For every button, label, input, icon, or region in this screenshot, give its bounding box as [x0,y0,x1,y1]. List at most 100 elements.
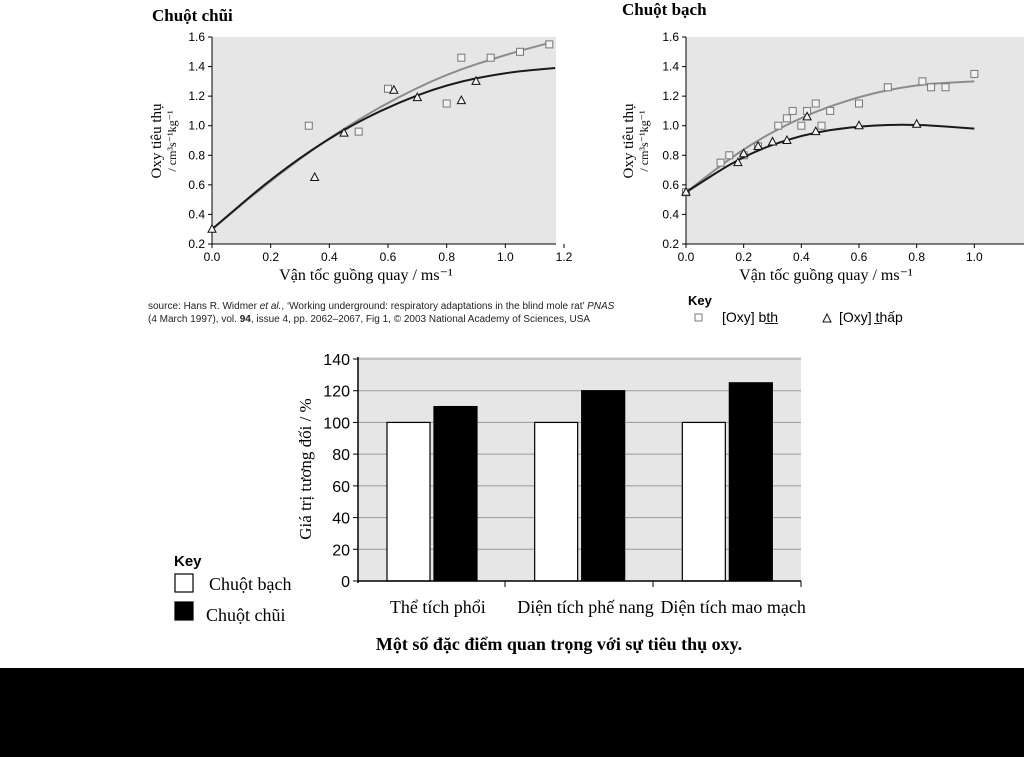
mole-square-point [354,127,363,136]
rat-x-tick-label: 0.4 [793,250,810,264]
rat-square-point [716,158,725,167]
bar-white-rat [681,421,726,582]
rat-square-point [811,99,820,108]
mole-fit-curve-triangle [211,67,556,230]
rat-x-tick-label: 1.0 [966,250,983,264]
mole-x-tick-label: 0.0 [204,250,221,264]
bar-chart-caption: Một số đặc điểm quan trọng với sự tiêu t… [376,634,742,654]
scatter-key: Key [Oxy] bt̲h̲ [Oxy] t̲hấp [688,293,903,325]
rat-y-label-line1: Oxy tiêu thụ [621,103,637,178]
rat-fit-curve-square [685,80,975,194]
rat-square-point [774,121,783,130]
bar-y-tick-label: 120 [323,384,350,401]
rat-y-tick-label: 0.8 [662,148,679,162]
mole-x-tick-label: 0.8 [438,250,455,264]
mole-y-tick-label: 0.8 [188,148,205,162]
bar-category-label: Diện tích phế nang [517,597,653,617]
mole-triangle-point [412,92,423,102]
rat-y-tick-label: 1.0 [662,119,679,133]
source-line-2: (4 March 1997), vol. 94, issue 4, pp. 20… [148,314,590,325]
mole-square-point [304,121,313,130]
mole-triangle-point [309,171,320,181]
rat-y-label-line2: / cm³s⁻¹kg⁻¹ [637,110,651,172]
bar-white-rat [386,421,431,582]
rat-square-point [725,151,734,160]
rat-square-point [941,83,950,92]
bar-key-white-label: Chuột bạch [209,574,292,594]
bar-plot-area [358,357,801,581]
bar-y-tick-label: 60 [332,479,350,496]
rat-triangle-point [802,111,812,121]
rat-x-tick-label: 0.0 [678,250,695,264]
mole-x-tick-label: 0.4 [321,250,338,264]
scatter-key-low-label: [Oxy] t̲hấp [839,309,903,325]
mole-square-point [486,53,495,62]
rat-square-point [918,77,927,86]
mole-y-tick-label: 1.4 [188,60,205,74]
rat-x-ticks: 0.0 0.2 0.4 0.6 0.8 1.0 [678,244,983,264]
rat-triangle-point [767,136,778,146]
white-rat-scatter-chart: Chuột bạch 0.20.40.60.81.01.21.41.6 0.0 0… [621,0,1024,284]
mole-y-tick-label: 1.6 [188,30,205,44]
mole-x-tick-label: 0.2 [262,250,279,264]
bar-y-tick-label: 140 [323,352,350,369]
black-swatch-icon [174,601,194,621]
rat-y-ticks: 0.2 0.4 0.6 0.8 1.0 1.2 1.4 1.6 [662,30,686,251]
rat-y-tick-label: 1.6 [662,30,679,44]
bar-grid-lines [358,358,801,550]
bottom-black-band [0,668,1024,757]
mole-square-point [442,99,451,108]
rat-triangle-point [782,134,792,144]
rat-y-tick-label: 1.4 [662,60,679,74]
source-citation: source: Hans R. Widmer et al., ‘Working … [148,301,615,325]
mole-y-tick-label: 0.4 [188,207,205,221]
rat-fit-curve-triangle [685,123,975,194]
rat-triangle-point [810,126,821,136]
scatter-key-normal-label: [Oxy] bt̲h̲ [722,309,779,325]
bar-y-tick-label: 100 [323,415,350,432]
bar-mole-rat [581,390,626,582]
rat-y-axis-label: Oxy tiêu thụ / cm³s⁻¹kg⁻¹ [621,103,651,178]
bar-y-axis-label: Giá trị tương đối / % [296,398,315,539]
bar-series-layer [386,382,773,582]
rat-square-point [970,69,979,78]
rat-x-tick-label: 0.2 [735,250,752,264]
square-marker-icon [694,313,703,322]
bar-key-title: Key [174,553,202,570]
bar-key-black-label: Chuột chũi [206,605,286,625]
mole-square-point [384,84,392,93]
bar-white-rat [534,421,579,582]
bar-y-tick-label: 0 [341,574,350,591]
mole-x-tick-label: 1.2 [556,250,573,264]
mole-y-axis-label: Oxy tiêu thụ / cm³s⁻¹kg⁻¹ [149,103,179,178]
bar-y-ticks: 0 20 40 60 80 100 120 140 [323,352,358,591]
mole-square-point [545,40,554,49]
rat-triangle-point [854,120,864,130]
triangle-marker-icon [822,312,832,323]
bar-y-tick-label: 40 [332,511,350,528]
mole-x-axis-label: Vận tốc guồng quay / ms⁻¹ [279,267,453,284]
mole-y-tick-label: 1.0 [188,119,205,133]
rat-y-tick-label: 0.6 [662,178,679,192]
rat-plot-area [686,37,1024,244]
rat-square-point [855,99,863,108]
mole-y-ticks: 0.2 0.4 0.6 0.8 1.0 1.2 1.4 1.6 [188,30,212,251]
mole-x-tick-label: 1.0 [497,250,514,264]
relative-values-bar-chart: 0 20 40 60 80 100 120 140 Thể tích phổi Diện tíc… [296,352,806,654]
scatter-key-title: Key [688,293,713,308]
mole-chart-title: Chuột chũi [152,6,233,25]
mole-triangle-point [456,95,467,105]
rat-x-tick-label: 0.8 [908,250,925,264]
bar-category-label: Diện tích mao mạch [660,597,805,617]
rat-triangle-point [681,186,691,196]
white-swatch-icon [174,573,194,593]
rat-y-tick-label: 1.2 [662,89,679,103]
bar-mole-rat [433,405,478,582]
rat-square-point [927,83,936,92]
rat-square-point [883,83,892,92]
rat-y-tick-label: 0.2 [662,237,679,251]
mole-triangle-point [389,84,399,94]
rat-square-point [797,121,806,130]
mole-triangle-point [339,127,349,137]
